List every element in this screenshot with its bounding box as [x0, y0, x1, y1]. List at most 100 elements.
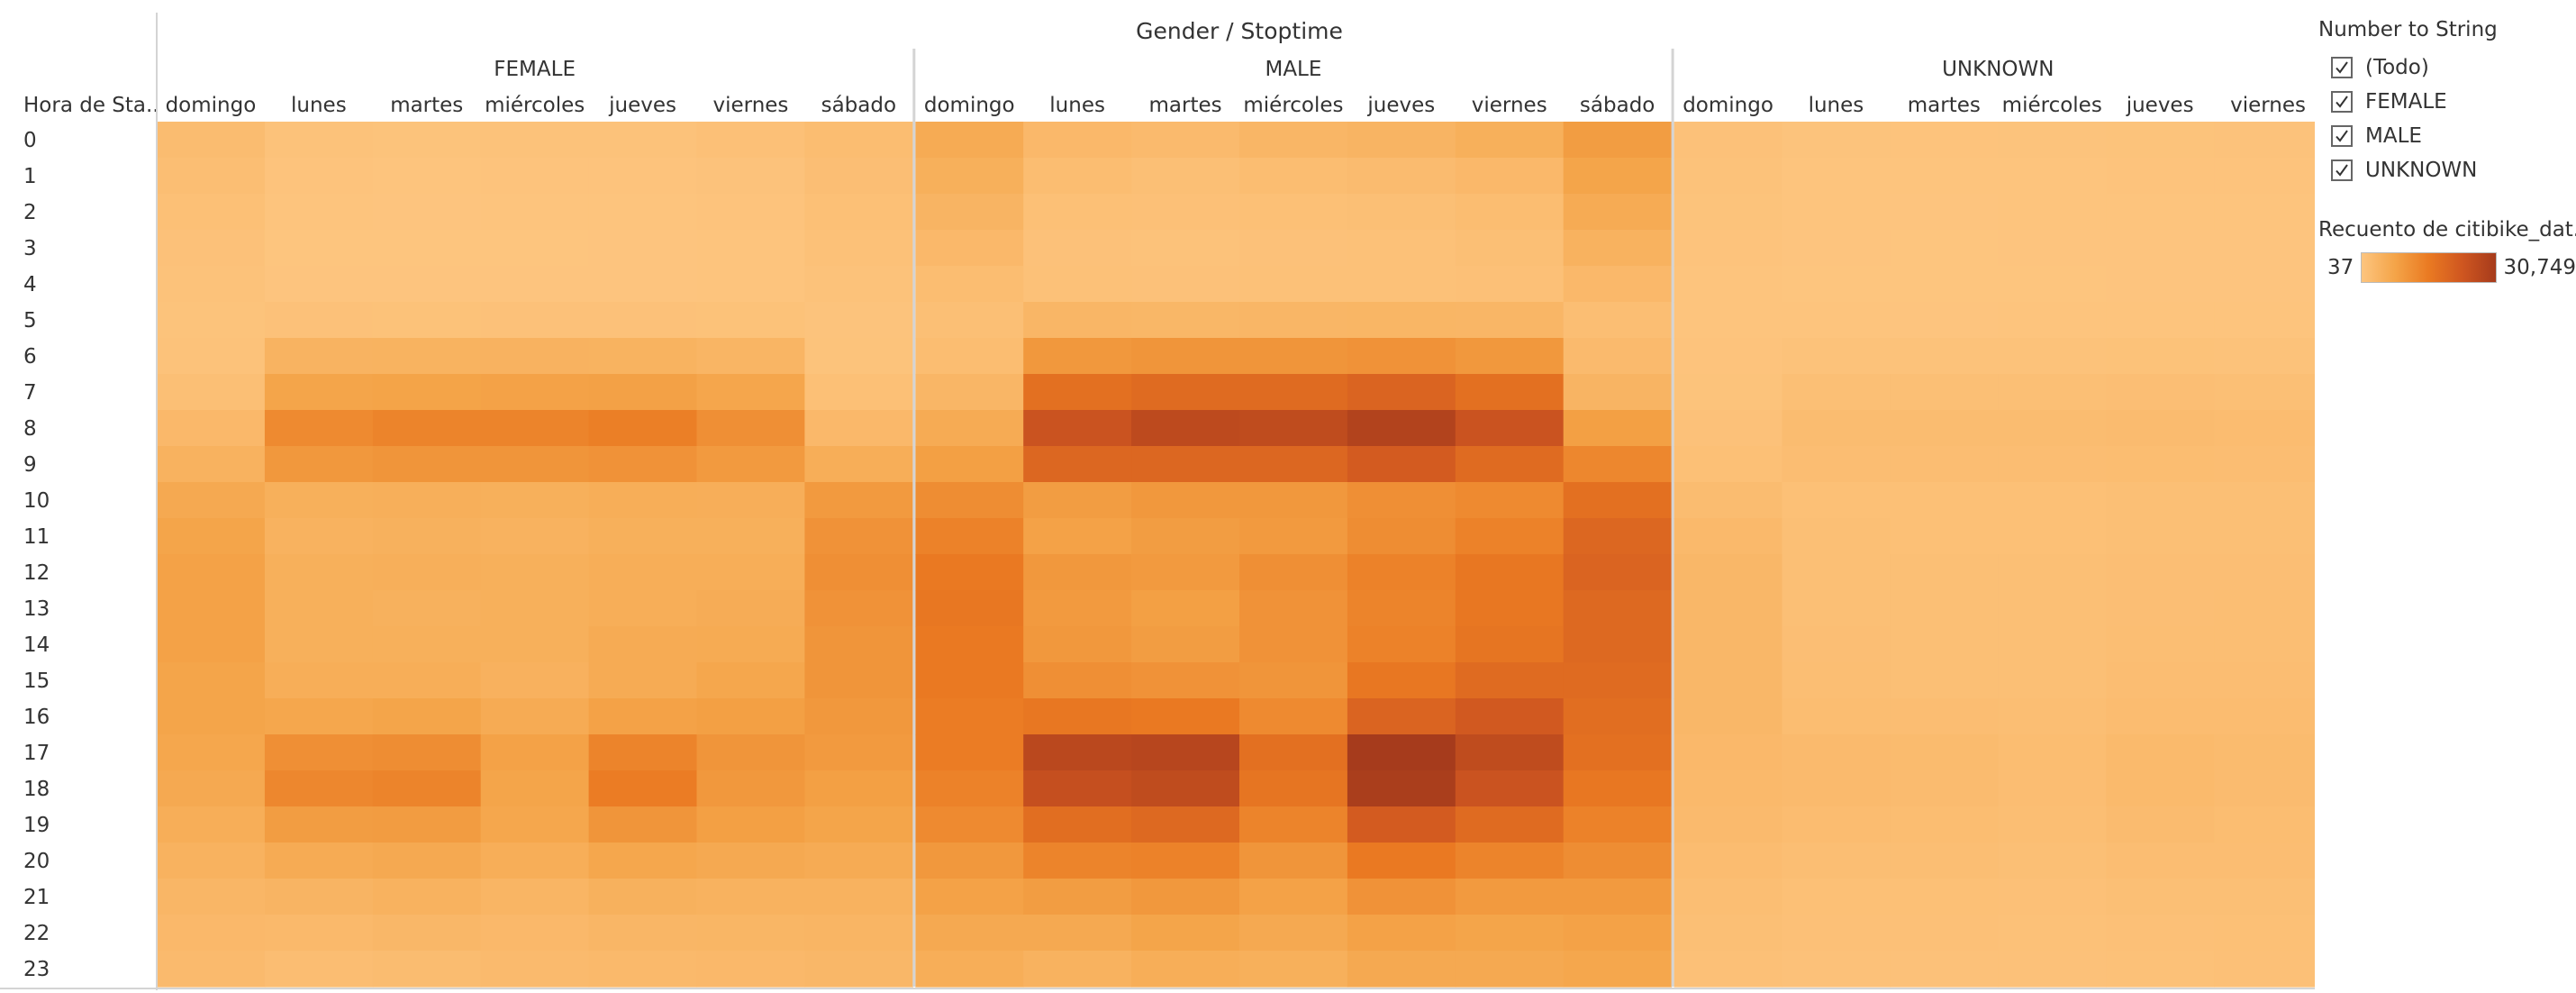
heatmap-cell [915, 338, 1024, 375]
day-header: domingo [1683, 94, 1773, 117]
heatmap-cell [2106, 626, 2215, 663]
heatmap-cell [1023, 302, 1132, 339]
heatmap-cell [696, 194, 805, 231]
heatmap-cell [372, 266, 482, 303]
heatmap-cell [157, 158, 266, 195]
heatmap-cell [1890, 302, 1999, 339]
heatmap-cell [588, 374, 698, 411]
heatmap-cell [264, 554, 374, 591]
checkbox-checked-icon[interactable] [2331, 159, 2353, 181]
heatmap-cell [2106, 734, 2215, 771]
heatmap-cell [480, 590, 590, 627]
heatmap-cell [1782, 590, 1891, 627]
heatmap-cell [2214, 482, 2315, 519]
heatmap-cell [1782, 626, 1891, 663]
heatmap-cell [915, 626, 1024, 663]
heatmap-cell [1673, 302, 1783, 339]
heatmap-cell [1673, 338, 1783, 375]
heatmap-cell [1673, 734, 1783, 771]
heatmap-cell [264, 446, 374, 483]
filter-item-label: FEMALE [2365, 90, 2447, 114]
heatmap-cell [804, 446, 913, 483]
color-legend-row: 37 30,749 [2327, 252, 2576, 283]
day-header: domingo [166, 94, 257, 117]
heatmap-cell [2214, 302, 2315, 339]
heatmap-cell [2214, 843, 2315, 879]
checkbox-checked-icon[interactable] [2331, 125, 2353, 147]
heatmap-cell [915, 410, 1024, 447]
heatmap-cell [1782, 266, 1891, 303]
heatmap-cell [1023, 338, 1132, 375]
heatmap-cell [2214, 446, 2315, 483]
heatmap-cell [696, 734, 805, 771]
heatmap-cell [588, 518, 698, 555]
legend-panel: Number to String (Todo) FEMALE MALE UNKN… [2318, 18, 2576, 306]
heatmap-cell [1131, 951, 1240, 988]
day-header: viernes [2230, 94, 2306, 117]
heatmap-cell [1347, 734, 1456, 771]
filter-item-label: (Todo) [2365, 56, 2429, 79]
heatmap-cell [1563, 446, 1673, 483]
row-header: Hora de Sta.. [23, 94, 159, 117]
heatmap-cell [157, 734, 266, 771]
heatmap-cell [2214, 626, 2315, 663]
heatmap-cell [1673, 446, 1783, 483]
heatmap-cell [1998, 843, 2107, 879]
heatmap-cell [372, 518, 482, 555]
heatmap-cell [1673, 843, 1783, 879]
heatmap-cell [157, 338, 266, 375]
day-header: miércoles [2002, 94, 2102, 117]
filter-item-male[interactable]: MALE [2331, 119, 2576, 153]
heatmap-cell [1239, 230, 1348, 267]
filter-item-unknown[interactable]: UNKNOWN [2331, 153, 2576, 187]
heatmap-cell [1673, 879, 1783, 916]
heatmap-cell [157, 806, 266, 843]
heatmap-cell [1347, 338, 1456, 375]
heatmap-cell [480, 482, 590, 519]
heatmap-cell [1782, 338, 1891, 375]
heatmap-cell [1673, 770, 1783, 807]
hour-label: 20 [23, 850, 50, 873]
heatmap-cell [1890, 518, 1999, 555]
heatmap-cell [1455, 915, 1565, 952]
heatmap-cell [1131, 590, 1240, 627]
heatmap-cell [157, 482, 266, 519]
heatmap-cell [1890, 266, 1999, 303]
heatmap-cell [1023, 194, 1132, 231]
heatmap-cell [804, 698, 913, 735]
heatmap-cell [804, 374, 913, 411]
heatmap-cell [2106, 879, 2215, 916]
heatmap-cell [1455, 410, 1565, 447]
heatmap-cell [1347, 626, 1456, 663]
heatmap-cell [1998, 626, 2107, 663]
heatmap-cell [804, 338, 913, 375]
checkbox-checked-icon[interactable] [2331, 91, 2353, 113]
heatmap-cell [1023, 554, 1132, 591]
heatmap-cell [1347, 843, 1456, 879]
filter-item-female[interactable]: FEMALE [2331, 85, 2576, 119]
heatmap-cell [264, 302, 374, 339]
heatmap-cell [2214, 122, 2315, 159]
heatmap-cell [1239, 266, 1348, 303]
heatmap-cell [1673, 626, 1783, 663]
color-legend-max: 30,749 [2503, 256, 2576, 279]
heatmap-cell [1673, 590, 1783, 627]
heatmap-cell [1455, 806, 1565, 843]
filter-item-all[interactable]: (Todo) [2331, 50, 2576, 85]
heatmap-cell [480, 806, 590, 843]
heatmap-cell [1563, 230, 1673, 267]
heatmap-cell [1131, 122, 1240, 159]
heatmap-cell [1455, 698, 1565, 735]
heatmap-cell [696, 843, 805, 879]
day-header: martes [1908, 94, 1981, 117]
heatmap-cell [1131, 266, 1240, 303]
heatmap-cell [480, 266, 590, 303]
heatmap-cell [2106, 230, 2215, 267]
heatmap-cell [915, 374, 1024, 411]
heatmap-cell [1131, 410, 1240, 447]
checkbox-checked-icon[interactable] [2331, 57, 2353, 78]
heatmap-cell [1563, 770, 1673, 807]
heatmap-cell [1782, 194, 1891, 231]
heatmap-cell [1023, 843, 1132, 879]
heatmap-cell [1455, 122, 1565, 159]
